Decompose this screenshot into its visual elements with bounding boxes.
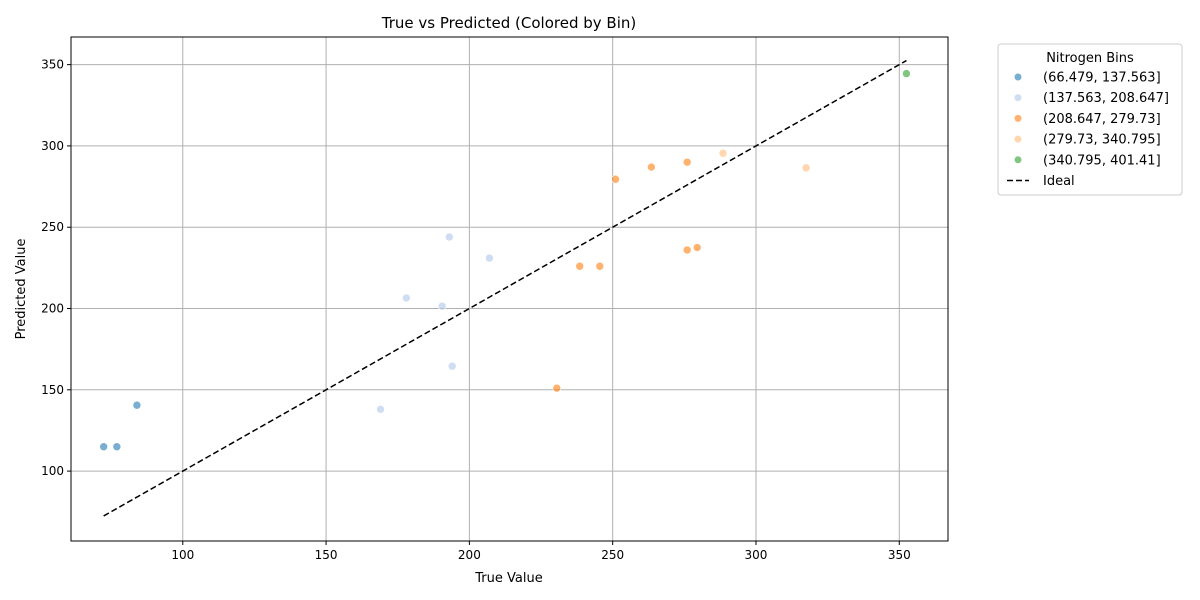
legend-box xyxy=(997,43,1183,196)
legend-label: (208.647, 279.73] xyxy=(1043,112,1161,127)
x-tick-label: 150 xyxy=(315,548,338,562)
data-point xyxy=(112,442,122,452)
data-point xyxy=(801,163,811,173)
legend-label: (279.73, 340.795] xyxy=(1043,133,1161,148)
ideal-line xyxy=(103,59,907,517)
chart-title: True vs Predicted (Colored by Bin) xyxy=(381,14,636,32)
legend: Nitrogen Bins (66.479, 137.563] (137.563,… xyxy=(997,43,1183,196)
legend-swatch xyxy=(1014,114,1022,122)
legend-label: Ideal xyxy=(1043,174,1075,189)
plot-frame xyxy=(70,36,949,542)
data-point xyxy=(445,232,454,242)
data-point xyxy=(718,148,728,158)
ideal-line-layer xyxy=(103,59,907,517)
y-axis-label: Predicted Value xyxy=(14,239,29,340)
legend-entries: (66.479, 137.563] (137.563, 208.647] (208.… xyxy=(1007,71,1169,189)
data-point xyxy=(485,253,494,263)
y-tick-label: 200 xyxy=(41,302,64,316)
legend-swatch xyxy=(1014,94,1022,102)
data-point xyxy=(682,157,692,167)
legend-label: (137.563, 208.647] xyxy=(1043,91,1169,106)
legend-label: (66.479, 137.563] xyxy=(1043,71,1161,86)
data-point xyxy=(902,69,911,78)
data-point xyxy=(692,243,702,252)
x-tick-label: 250 xyxy=(601,548,624,562)
data-point xyxy=(402,293,411,303)
legend-swatch xyxy=(1014,135,1022,143)
data-point xyxy=(376,405,385,414)
data-point xyxy=(595,261,605,271)
y-tick-label: 100 xyxy=(41,464,64,478)
data-point xyxy=(611,174,620,184)
data-point xyxy=(99,442,108,452)
data-point xyxy=(682,245,692,255)
legend-swatch xyxy=(1014,156,1022,164)
data-point xyxy=(437,301,447,311)
y-tick-label: 250 xyxy=(41,220,64,234)
y-tick-label: 350 xyxy=(41,58,64,72)
data-point xyxy=(575,261,585,271)
legend-title: Nitrogen Bins xyxy=(1046,51,1134,66)
legend-label: (340.795, 401.41] xyxy=(1043,153,1161,168)
data-point xyxy=(447,361,457,371)
axes: 100 150 200 250 300 350 100 150 200 250 300 350 xyxy=(41,58,911,562)
grid xyxy=(71,37,948,541)
x-tick-label: 200 xyxy=(458,548,481,562)
x-axis-label: True Value xyxy=(474,571,542,586)
x-tick-label: 350 xyxy=(888,548,911,562)
data-point xyxy=(132,400,142,410)
legend-swatch xyxy=(1014,73,1022,81)
y-tick-label: 150 xyxy=(41,383,64,397)
x-tick-label: 300 xyxy=(745,548,768,562)
x-tick-label: 100 xyxy=(171,548,194,562)
points-layer xyxy=(99,69,911,452)
data-point xyxy=(647,162,656,172)
y-tick-label: 300 xyxy=(41,139,64,153)
data-point xyxy=(552,383,562,393)
